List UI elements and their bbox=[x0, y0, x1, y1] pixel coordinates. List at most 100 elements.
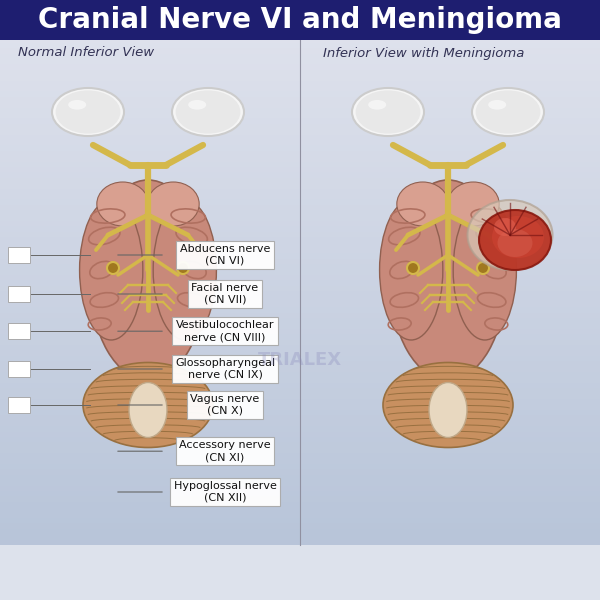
Ellipse shape bbox=[472, 88, 544, 136]
Bar bbox=[0, 205, 600, 210]
Circle shape bbox=[107, 262, 119, 274]
Bar bbox=[0, 399, 600, 404]
Bar bbox=[0, 37, 600, 43]
Ellipse shape bbox=[153, 200, 217, 340]
Bar bbox=[0, 426, 600, 431]
Bar bbox=[0, 329, 600, 334]
Bar bbox=[0, 469, 600, 475]
Bar bbox=[0, 394, 600, 399]
Bar bbox=[0, 431, 600, 437]
Text: Hypoglossal nerve
(CN XII): Hypoglossal nerve (CN XII) bbox=[173, 481, 277, 503]
Bar bbox=[0, 372, 600, 377]
FancyBboxPatch shape bbox=[8, 323, 30, 339]
Ellipse shape bbox=[68, 100, 86, 110]
Ellipse shape bbox=[429, 383, 467, 437]
Bar bbox=[0, 464, 600, 469]
Bar bbox=[0, 415, 600, 421]
Bar bbox=[0, 188, 600, 194]
Bar bbox=[0, 313, 600, 318]
Ellipse shape bbox=[97, 182, 149, 226]
Bar bbox=[0, 124, 600, 129]
Bar bbox=[0, 448, 600, 453]
Bar bbox=[0, 113, 600, 118]
FancyBboxPatch shape bbox=[8, 361, 30, 377]
Bar bbox=[0, 356, 600, 361]
Circle shape bbox=[477, 262, 489, 274]
Ellipse shape bbox=[148, 182, 199, 226]
FancyBboxPatch shape bbox=[8, 247, 30, 263]
Bar bbox=[0, 107, 600, 113]
Ellipse shape bbox=[397, 182, 449, 226]
Ellipse shape bbox=[176, 91, 241, 134]
Bar bbox=[0, 334, 600, 340]
Bar bbox=[0, 275, 600, 280]
Bar bbox=[0, 237, 600, 242]
Bar bbox=[0, 280, 600, 286]
Bar bbox=[0, 404, 600, 410]
Bar bbox=[0, 286, 600, 291]
Bar bbox=[0, 199, 600, 205]
Bar bbox=[0, 86, 600, 91]
Text: Cranial Nerve VI and Meningioma: Cranial Nerve VI and Meningioma bbox=[38, 6, 562, 34]
Bar bbox=[0, 134, 600, 140]
Ellipse shape bbox=[497, 229, 533, 257]
Bar bbox=[0, 350, 600, 356]
Ellipse shape bbox=[467, 200, 553, 270]
FancyBboxPatch shape bbox=[8, 286, 30, 302]
Bar bbox=[0, 64, 600, 70]
Ellipse shape bbox=[494, 218, 516, 236]
Bar bbox=[0, 307, 600, 313]
Bar bbox=[0, 253, 600, 259]
Circle shape bbox=[177, 262, 189, 274]
Text: Accessory nerve
(CN XI): Accessory nerve (CN XI) bbox=[179, 440, 271, 462]
Ellipse shape bbox=[383, 362, 513, 448]
Bar bbox=[0, 70, 600, 75]
Bar bbox=[0, 259, 600, 264]
Bar bbox=[0, 242, 600, 248]
Bar bbox=[0, 507, 600, 512]
Bar bbox=[0, 140, 600, 145]
Ellipse shape bbox=[391, 180, 505, 380]
Bar bbox=[0, 194, 600, 199]
Ellipse shape bbox=[368, 100, 386, 110]
Bar bbox=[0, 512, 600, 518]
Bar bbox=[0, 367, 600, 372]
Bar bbox=[0, 118, 600, 124]
Bar bbox=[0, 383, 600, 388]
Bar bbox=[0, 518, 600, 523]
Bar bbox=[0, 59, 600, 64]
Ellipse shape bbox=[83, 362, 213, 448]
Bar bbox=[0, 534, 600, 539]
Bar bbox=[0, 53, 600, 59]
Bar bbox=[0, 523, 600, 529]
Bar bbox=[0, 183, 600, 188]
Bar bbox=[0, 97, 600, 102]
Bar bbox=[0, 480, 600, 485]
Bar bbox=[0, 161, 600, 167]
Bar bbox=[0, 215, 600, 221]
Bar bbox=[0, 167, 600, 172]
Bar bbox=[0, 296, 600, 302]
Bar bbox=[0, 232, 600, 237]
Bar bbox=[0, 485, 600, 491]
Ellipse shape bbox=[91, 180, 205, 380]
Ellipse shape bbox=[453, 200, 517, 340]
Ellipse shape bbox=[479, 210, 551, 270]
Bar bbox=[0, 178, 600, 183]
Bar bbox=[0, 529, 600, 534]
Text: Glossopharyngeal
nerve (CN IX): Glossopharyngeal nerve (CN IX) bbox=[175, 358, 275, 380]
Circle shape bbox=[407, 262, 419, 274]
Ellipse shape bbox=[476, 91, 541, 134]
Text: Facial nerve
(CN VII): Facial nerve (CN VII) bbox=[191, 283, 259, 305]
Ellipse shape bbox=[56, 91, 121, 134]
Bar bbox=[0, 43, 600, 48]
Bar bbox=[0, 318, 600, 323]
Ellipse shape bbox=[448, 182, 499, 226]
Bar bbox=[0, 151, 600, 156]
Text: Normal Inferior View: Normal Inferior View bbox=[18, 46, 154, 59]
Bar bbox=[0, 491, 600, 496]
Bar bbox=[0, 442, 600, 448]
Bar bbox=[0, 388, 600, 394]
Bar bbox=[0, 129, 600, 134]
FancyBboxPatch shape bbox=[0, 0, 600, 40]
